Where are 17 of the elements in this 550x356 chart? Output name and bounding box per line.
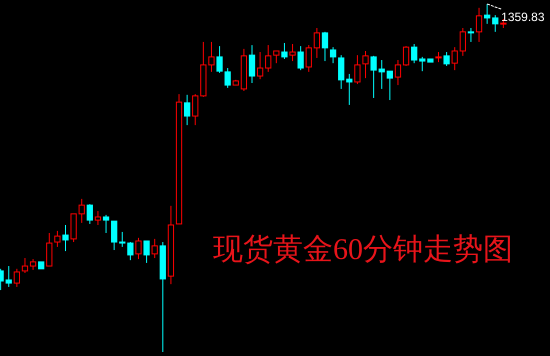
annotation: 1359.83 xyxy=(501,10,545,24)
candlestick xyxy=(468,28,474,42)
candlestick xyxy=(184,94,190,126)
candlestick xyxy=(62,224,69,252)
candlestick xyxy=(362,50,369,79)
candlestick xyxy=(30,258,36,270)
candlestick xyxy=(265,44,272,72)
candlestick xyxy=(208,41,215,72)
candlestick xyxy=(289,44,296,62)
candlestick xyxy=(160,242,166,352)
text: 现货黄金60分钟走势图 xyxy=(213,233,513,266)
candlestick xyxy=(476,7,482,42)
candlestick xyxy=(94,210,102,226)
candlestick xyxy=(168,205,174,285)
candlestick xyxy=(394,60,402,86)
candlestick xyxy=(224,68,231,88)
candlestick xyxy=(248,44,256,84)
